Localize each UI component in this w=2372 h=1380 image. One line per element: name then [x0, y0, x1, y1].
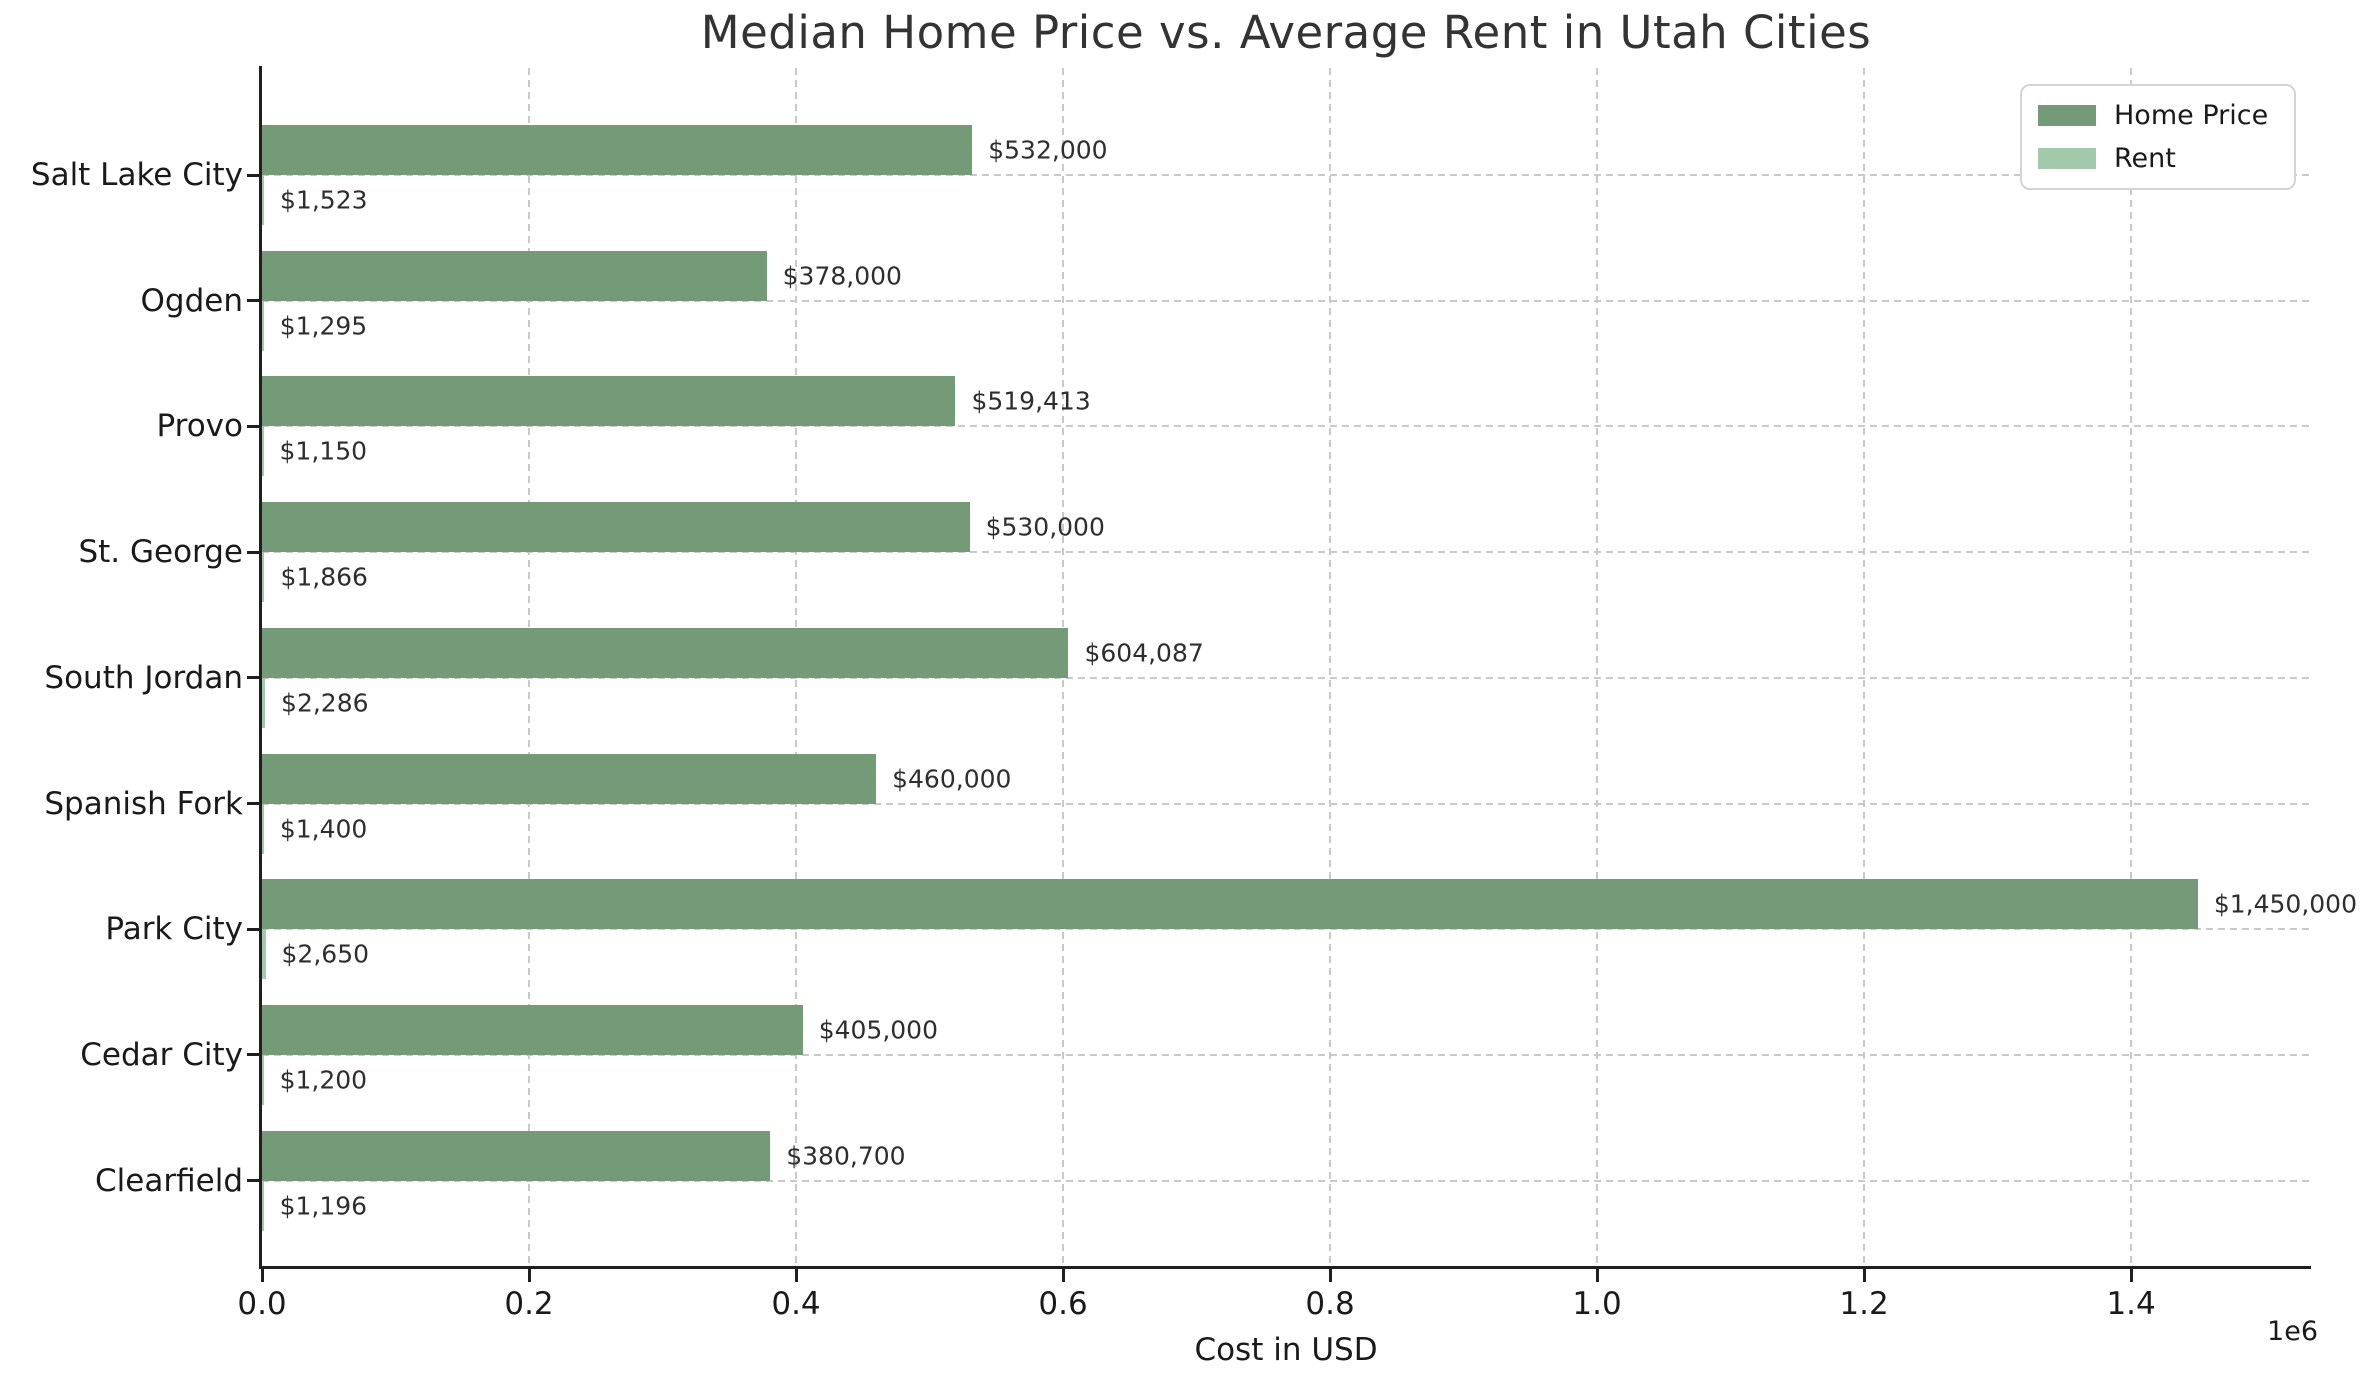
x-tick-label: 0.8 [1305, 1286, 1355, 1322]
x-axis-tick [260, 1269, 264, 1282]
x-axis-tick [1328, 1269, 1332, 1282]
bar-home-price [262, 502, 970, 553]
x-axis-offset-label: 1e6 [2267, 1316, 2318, 1347]
y-tick-label: Ogden [140, 282, 243, 319]
bar-home-price [262, 125, 973, 175]
bar-home-price [262, 376, 956, 427]
x-tick-label: 0.4 [771, 1286, 821, 1322]
y-tick-label: Spanish Fork [44, 785, 243, 822]
x-axis-spine [259, 1266, 2311, 1269]
y-tick-label: Cedar City [80, 1036, 243, 1073]
bar-home-price [262, 1004, 803, 1055]
bar-rent [262, 677, 266, 728]
bar-rent-value-label: $1,200 [279, 1065, 368, 1095]
bar-home-price-value-label: $460,000 [892, 764, 1012, 793]
x-tick-label: 0.2 [504, 1286, 554, 1322]
gridline-horizontal [262, 425, 2310, 428]
legend-item-rent: Rent [2038, 143, 2268, 174]
gridline-horizontal [262, 1179, 2310, 1182]
y-axis-tick [247, 173, 260, 177]
x-tick-label: 1.4 [2106, 1286, 2156, 1322]
gridline-horizontal [262, 551, 2310, 554]
bar-home-price-value-label: $519,413 [971, 386, 1091, 416]
bar-home-price [262, 879, 2198, 930]
bar-rent [262, 1054, 264, 1105]
bar-rent-value-label: $1,866 [280, 562, 368, 592]
gridline-vertical [1863, 68, 1866, 1266]
bar-rent-value-label: $1,523 [280, 185, 368, 215]
y-tick-label: St. George [78, 534, 243, 571]
bar-rent-value-label: $2,650 [281, 939, 370, 969]
bar-rent [262, 552, 265, 603]
legend-label: Rent [2114, 143, 2176, 174]
y-tick-label: Provo [156, 408, 244, 445]
bar-home-price-value-label: $604,087 [1084, 638, 1204, 668]
y-axis-tick [247, 550, 260, 554]
x-axis-tick [1862, 1269, 1866, 1282]
bar-rent [262, 803, 264, 854]
bar-rent-value-label: $2,286 [281, 688, 369, 718]
x-axis-tick [1595, 1269, 1599, 1282]
x-axis-tick [794, 1269, 798, 1282]
bar-rent [262, 929, 266, 980]
x-axis-tick [2129, 1269, 2133, 1282]
gridline-horizontal [262, 1053, 2310, 1056]
legend-item-home-price: Home Price [2038, 100, 2268, 131]
y-axis-tick [247, 927, 260, 931]
bar-home-price [262, 1130, 771, 1181]
y-axis-tick [247, 802, 260, 805]
bar-home-price [262, 627, 1069, 678]
bar-rent-value-label: $1,295 [279, 311, 368, 341]
bar-home-price-value-label: $378,000 [782, 261, 902, 291]
gridline-vertical [1329, 68, 1332, 1266]
y-tick-label: Park City [105, 911, 243, 948]
y-tick-label: South Jordan [44, 659, 243, 696]
y-axis-tick [247, 1179, 260, 1183]
legend: Home Price Rent [2020, 84, 2297, 190]
x-tick-label: 0.6 [1038, 1286, 1088, 1322]
x-tick-label: 0.0 [237, 1286, 287, 1322]
bar-rent-value-label: $1,196 [279, 1191, 368, 1221]
x-axis-tick [1061, 1269, 1065, 1282]
y-axis-tick [247, 1053, 260, 1057]
bar-home-price-value-label: $380,700 [786, 1141, 906, 1171]
y-axis-spine [259, 66, 262, 1269]
bar-rent [262, 175, 265, 225]
gridline-horizontal [262, 802, 2310, 805]
gridline-horizontal [262, 299, 2310, 302]
bar-home-price-value-label: $530,000 [985, 512, 1105, 542]
x-tick-label: 1.2 [1839, 1286, 1889, 1322]
bar-home-price [262, 753, 877, 804]
gridline-horizontal [262, 676, 2310, 679]
bar-rent [262, 300, 264, 351]
y-tick-label: Clearfield [95, 1162, 243, 1199]
gridline-horizontal [262, 928, 2310, 931]
bar-rent-value-label: $1,150 [279, 436, 368, 466]
gridline-horizontal [262, 174, 2310, 176]
bar-rent [262, 426, 264, 477]
x-axis-tick [527, 1269, 531, 1282]
y-axis-tick [247, 299, 260, 303]
y-tick-label: Salt Lake City [30, 157, 243, 193]
gridline-vertical [2130, 68, 2133, 1266]
legend-label: Home Price [2114, 100, 2269, 131]
legend-swatch-icon [2038, 105, 2096, 126]
bar-rent [262, 1180, 264, 1231]
gridline-vertical [1596, 68, 1599, 1266]
legend-swatch-icon [2038, 148, 2096, 169]
bar-home-price-value-label: $1,450,000 [2213, 889, 2357, 919]
y-axis-tick [247, 676, 260, 680]
x-tick-label: 1.0 [1572, 1286, 1622, 1322]
chart-title: Median Home Price vs. Average Rent in Ut… [700, 6, 1872, 59]
bar-rent-value-label: $1,400 [279, 814, 368, 843]
bar-home-price [262, 250, 767, 301]
bar-home-price-value-label: $405,000 [818, 1015, 938, 1045]
y-axis-tick [247, 424, 260, 428]
bar-home-price-value-label: $532,000 [988, 135, 1108, 165]
x-axis-label: Cost in USD [1194, 1332, 1378, 1368]
